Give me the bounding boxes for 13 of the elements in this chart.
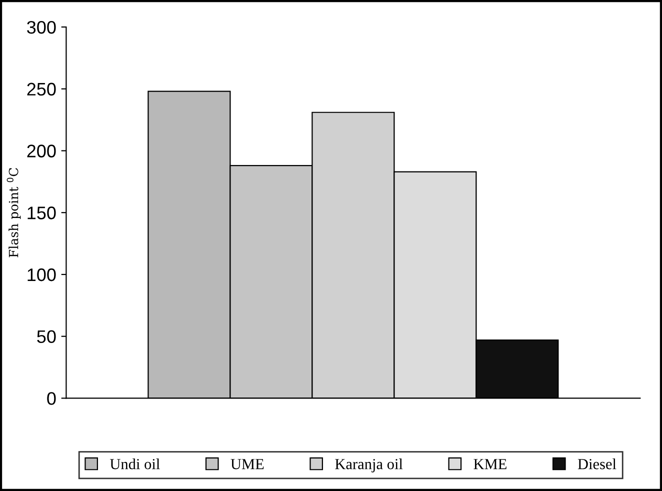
legend-label: UME (230, 459, 264, 470)
legend-label: KME (474, 459, 506, 470)
y-tick-label: 300 (27, 20, 56, 34)
legend-label: Karanja oil (335, 458, 403, 472)
y-tick-label: 100 (28, 268, 56, 282)
legend-label: Undi oil (110, 458, 160, 470)
y-tick-label: 50 (37, 330, 56, 344)
legend-label: Diesel (578, 458, 616, 470)
y-tick-label: 250 (27, 82, 56, 96)
y-axis-title: Flash point $^{0}$C (6, 168, 21, 258)
y-tick-label: 0 (47, 392, 56, 405)
y-tick-label: 200 (27, 144, 56, 158)
y-tick-label: 150 (28, 206, 56, 220)
